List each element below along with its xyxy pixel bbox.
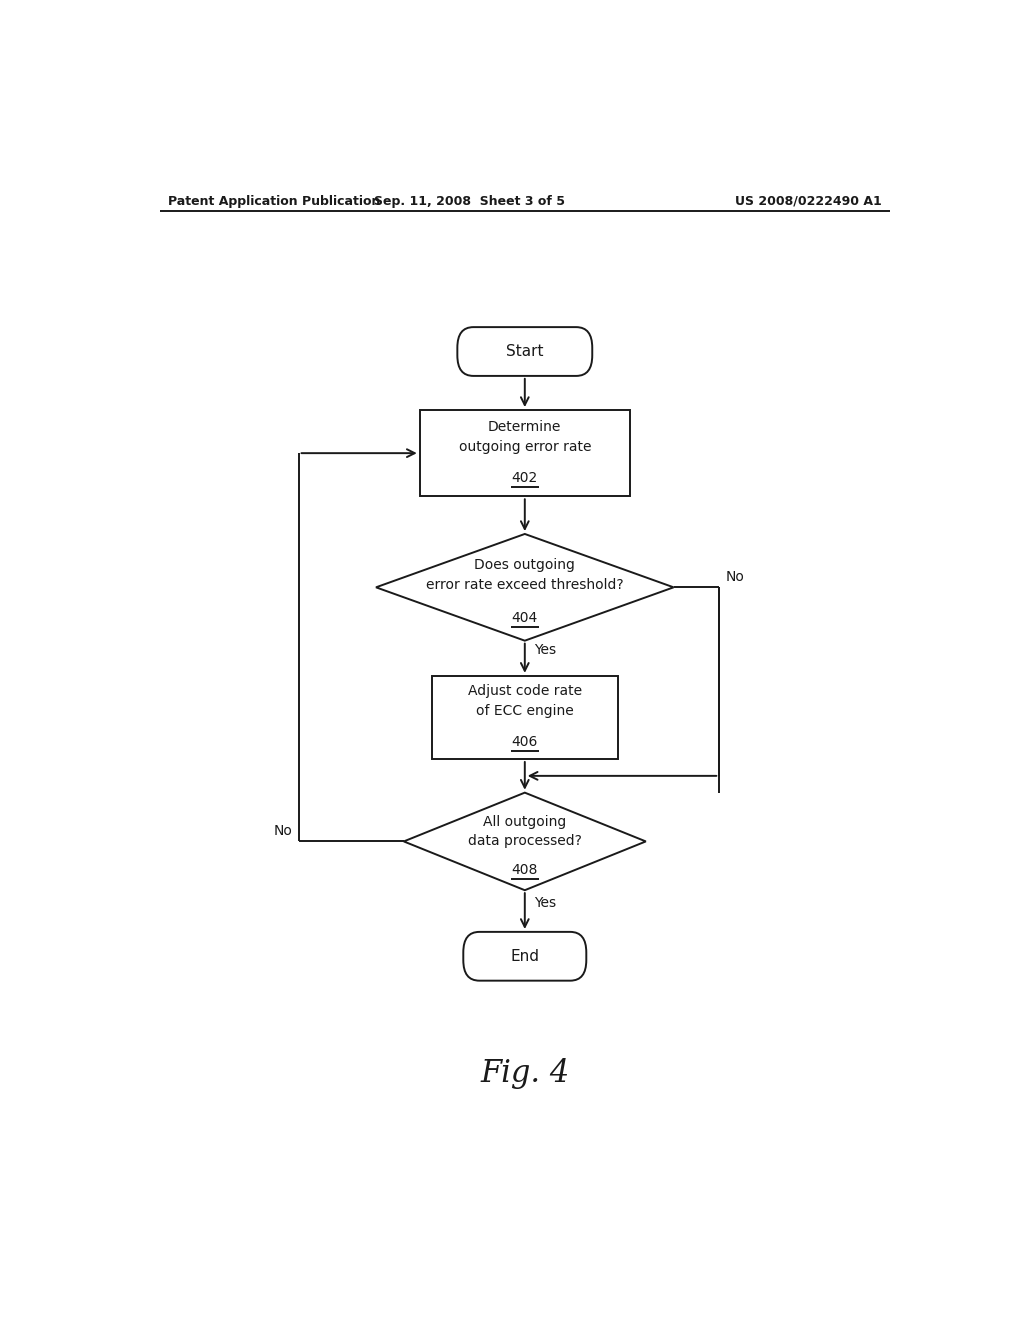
Text: End: End [510,949,540,964]
Text: Yes: Yes [535,643,556,657]
Text: Sep. 11, 2008  Sheet 3 of 5: Sep. 11, 2008 Sheet 3 of 5 [374,194,565,207]
Bar [431,676,618,759]
Polygon shape [376,535,674,640]
Text: 406: 406 [512,735,538,748]
Text: Does outgoing
error rate exceed threshold?: Does outgoing error rate exceed threshol… [426,558,624,591]
Bar [420,411,630,496]
Text: Determine
outgoing error rate: Determine outgoing error rate [459,420,591,454]
Text: Yes: Yes [535,896,556,909]
Text: Adjust code rate
of ECC engine: Adjust code rate of ECC engine [468,684,582,718]
Text: 402: 402 [512,470,538,484]
Text: 404: 404 [512,611,538,624]
FancyBboxPatch shape [463,932,587,981]
FancyBboxPatch shape [458,327,592,376]
Text: Fig. 4: Fig. 4 [480,1057,569,1089]
Text: No: No [726,570,744,585]
Text: 408: 408 [512,863,538,876]
Polygon shape [403,792,646,890]
Text: US 2008/0222490 A1: US 2008/0222490 A1 [735,194,882,207]
Text: Start: Start [506,345,544,359]
Text: No: No [273,824,292,838]
Text: Patent Application Publication: Patent Application Publication [168,194,380,207]
Text: All outgoing
data processed?: All outgoing data processed? [468,814,582,847]
